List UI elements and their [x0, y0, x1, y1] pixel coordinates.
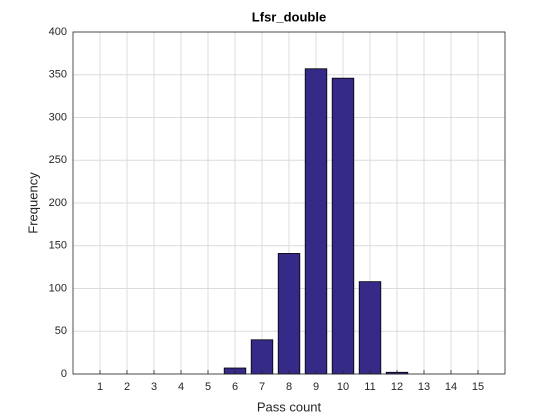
x-tick-label: 13: [418, 381, 430, 393]
x-tick-label: 6: [232, 381, 238, 393]
x-tick-label: 15: [472, 381, 484, 393]
x-tick-label: 11: [364, 381, 375, 393]
x-tick-label: 3: [151, 381, 157, 393]
x-tick-label: 8: [286, 381, 292, 393]
y-tick-label: 250: [49, 154, 67, 166]
x-tick-label: 10: [337, 381, 349, 393]
y-tick-label: 150: [49, 240, 67, 252]
y-tick-label: 0: [61, 368, 67, 380]
y-tick-label: 300: [49, 111, 67, 123]
x-tick-label: 1: [97, 381, 103, 393]
y-tick-label: 350: [49, 69, 67, 81]
y-tick-label: 200: [49, 197, 67, 209]
x-tick-label: 12: [391, 381, 403, 393]
bar: [250, 339, 274, 375]
x-tick-label: 5: [205, 381, 211, 393]
chart-title: Lfsr_double: [252, 9, 326, 24]
x-tick-label: 14: [445, 381, 457, 393]
y-tick-label: 100: [49, 282, 67, 294]
bar: [358, 281, 382, 375]
x-axis-label: Pass count: [257, 399, 322, 414]
x-tick-label: 4: [178, 381, 184, 393]
x-tick-label: 9: [313, 381, 319, 393]
x-tick-label: 7: [259, 381, 265, 393]
bar: [331, 77, 355, 375]
y-tick-label: 50: [55, 325, 67, 337]
bar: [304, 68, 328, 375]
y-tick-label: 400: [49, 26, 67, 38]
bar: [277, 253, 301, 375]
y-axis-label: Frequency: [25, 172, 40, 234]
x-tick-label: 2: [124, 381, 130, 393]
